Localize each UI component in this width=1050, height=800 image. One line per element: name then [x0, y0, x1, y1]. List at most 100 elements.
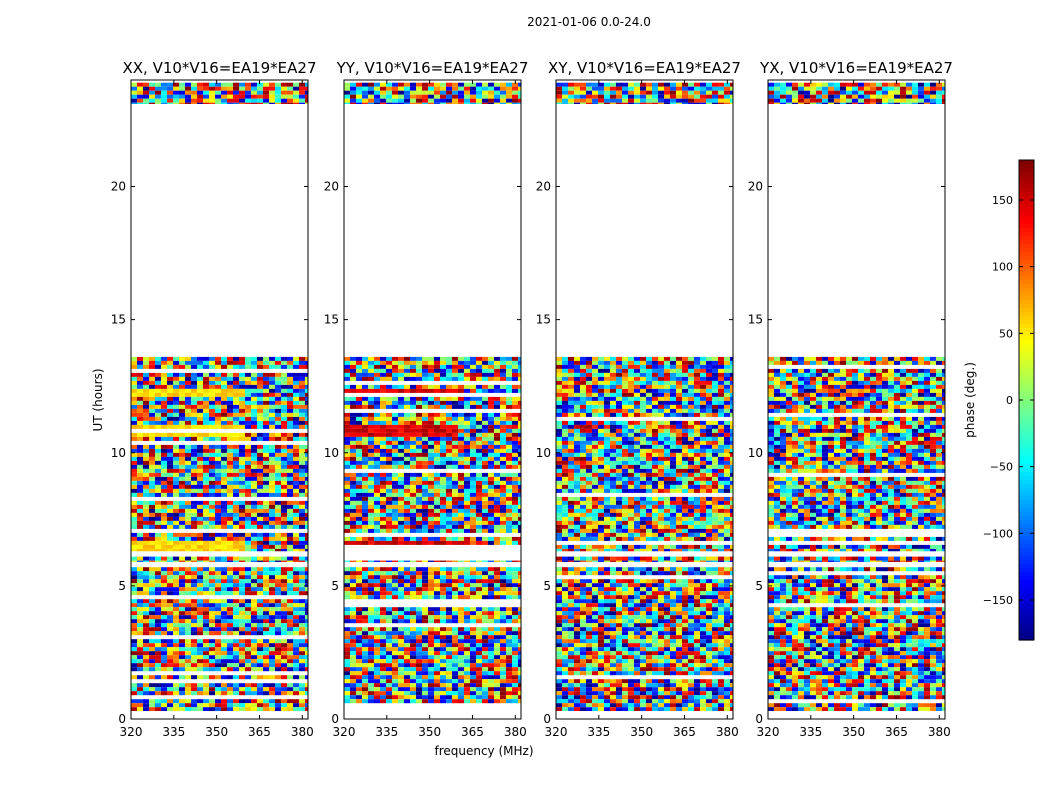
- colorbar-segment: [1019, 556, 1034, 561]
- colorbar-tick-label: −50: [990, 461, 1013, 474]
- y-tick-label: 5: [118, 579, 126, 593]
- y-tick-label: 0: [755, 712, 763, 726]
- colorbar-segment: [1019, 216, 1034, 221]
- colorbar-segment: [1019, 440, 1034, 445]
- colorbar-segment: [1019, 320, 1034, 325]
- colorbar-segment: [1019, 184, 1034, 189]
- colorbar-segment: [1019, 412, 1034, 417]
- colorbar-tick-label: −100: [983, 527, 1013, 540]
- y-tick-label: 5: [543, 579, 551, 593]
- colorbar-segment: [1019, 580, 1034, 585]
- colorbar-segment: [1019, 408, 1034, 413]
- colorbar-segment: [1019, 488, 1034, 493]
- waterfall-data: [344, 82, 521, 704]
- colorbar-segment: [1019, 228, 1034, 233]
- colorbar-segment: [1019, 344, 1034, 349]
- colorbar-segment: [1019, 332, 1034, 337]
- colorbar-segment: [1019, 492, 1034, 497]
- x-tick-label: 335: [799, 725, 822, 739]
- panel-1: 320 335 350 365 380 0 5 10 15 20 XX, V10*V16=EA19*…: [111, 59, 317, 739]
- colorbar-segment: [1019, 548, 1034, 553]
- colorbar-segment: [1019, 532, 1034, 537]
- x-tick-label: 380: [291, 725, 314, 739]
- colorbar-segment: [1019, 268, 1034, 273]
- colorbar-segment: [1019, 456, 1034, 461]
- colorbar-segment: [1019, 540, 1034, 545]
- colorbar-segment: [1019, 592, 1034, 597]
- colorbar-segment: [1019, 444, 1034, 449]
- colorbar-segment: [1019, 628, 1034, 633]
- colorbar-tick-label: 100: [992, 261, 1013, 274]
- colorbar-segment: [1019, 496, 1034, 501]
- colorbar-segment: [1019, 164, 1034, 169]
- panel-4: 320 335 350 365 380 0 5 10 15 20 YX, V10*V16=EA19*…: [748, 59, 953, 739]
- colorbar-segment: [1019, 360, 1034, 365]
- x-tick-label: 320: [333, 725, 356, 739]
- colorbar-segment: [1019, 372, 1034, 377]
- colorbar-segment: [1019, 564, 1034, 569]
- x-tick-label: 365: [461, 725, 484, 739]
- y-tick-label: 15: [536, 313, 551, 327]
- colorbar-segment: [1019, 396, 1034, 401]
- colorbar-segment: [1019, 340, 1034, 345]
- colorbar-segment: [1019, 264, 1034, 269]
- colorbar-segment: [1019, 300, 1034, 305]
- colorbar-segment: [1019, 608, 1034, 613]
- colorbar-segment: [1019, 400, 1034, 405]
- colorbar-segment: [1019, 272, 1034, 277]
- colorbar-segment: [1019, 168, 1034, 173]
- colorbar-segment: [1019, 328, 1034, 333]
- axes-frame: [767, 79, 946, 720]
- colorbar-segment: [1019, 324, 1034, 329]
- colorbar-segment: [1019, 464, 1034, 469]
- colorbar-segment: [1019, 552, 1034, 557]
- colorbar-segment: [1019, 524, 1034, 529]
- x-tick-label: 320: [545, 725, 568, 739]
- colorbar-segment: [1019, 212, 1034, 217]
- colorbar-segment: [1019, 588, 1034, 593]
- colorbar-segment: [1019, 236, 1034, 241]
- colorbar-segment: [1019, 284, 1034, 289]
- colorbar-segment: [1019, 160, 1034, 165]
- axes-frame: [130, 79, 309, 720]
- colorbar-segment: [1019, 416, 1034, 421]
- colorbar-segment: [1019, 312, 1034, 317]
- colorbar-tick-label: 150: [992, 194, 1013, 207]
- y-tick-label: 5: [755, 579, 763, 593]
- x-tick-label: 320: [757, 725, 780, 739]
- colorbar-segment: [1019, 480, 1034, 485]
- colorbar-segment: [1019, 420, 1034, 425]
- colorbar-segment: [1019, 240, 1034, 245]
- x-tick-label: 335: [587, 725, 610, 739]
- colorbar-segment: [1019, 304, 1034, 309]
- colorbar-tick-label: 0: [1006, 394, 1013, 407]
- colorbar-segment: [1019, 504, 1034, 509]
- y-tick-label: 10: [111, 446, 126, 460]
- panel-title: YY, V10*V16=EA19*EA27: [336, 59, 529, 77]
- colorbar-segment: [1019, 500, 1034, 505]
- colorbar-segment: [1019, 172, 1034, 177]
- colorbar-segment: [1019, 508, 1034, 513]
- axes-frame: [555, 79, 734, 720]
- colorbar-segment: [1019, 436, 1034, 441]
- x-tick-label: 380: [928, 725, 951, 739]
- y-tick-label: 15: [111, 313, 126, 327]
- colorbar-segment: [1019, 180, 1034, 185]
- colorbar-segment: [1019, 476, 1034, 481]
- colorbar-segment: [1019, 404, 1034, 409]
- x-tick-label: 365: [885, 725, 908, 739]
- x-tick-label: 350: [418, 725, 441, 739]
- colorbar-segment: [1019, 380, 1034, 385]
- colorbar-segment: [1019, 424, 1034, 429]
- panels: 320 335 350 365 380 0 5 10 15 20 XX, V10*V16=EA19*…: [111, 59, 953, 739]
- y-tick-label: 20: [111, 180, 126, 194]
- panel-2: 320 335 350 365 380 0 5 10 15 20 YY, V10*V16=EA19*…: [324, 59, 529, 739]
- panel-title: YX, V10*V16=EA19*EA27: [759, 59, 953, 77]
- colorbar-segment: [1019, 544, 1034, 549]
- colorbar-segment: [1019, 188, 1034, 193]
- colorbar-segment: [1019, 576, 1034, 581]
- colorbar-segment: [1019, 620, 1034, 625]
- y-tick-label: 0: [543, 712, 551, 726]
- colorbar-tick-label: 50: [999, 327, 1013, 340]
